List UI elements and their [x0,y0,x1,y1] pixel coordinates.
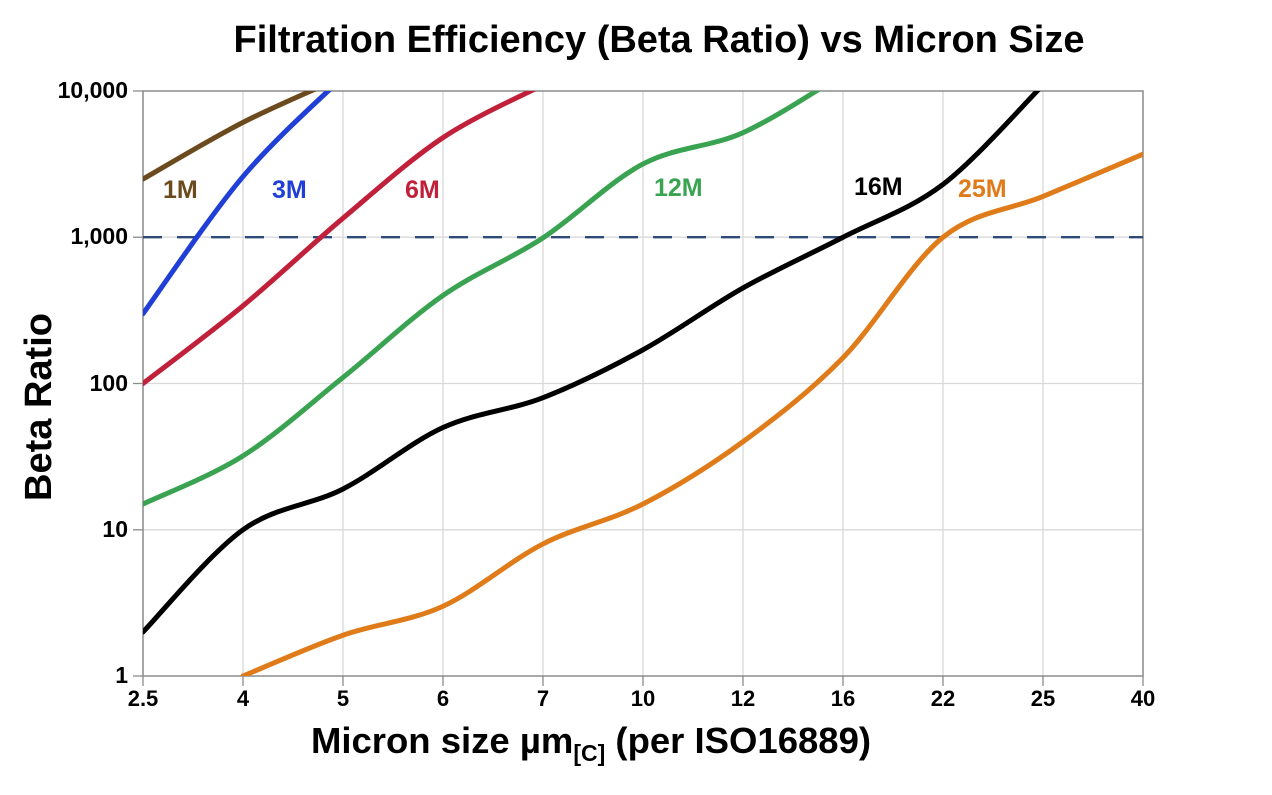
svg-text:Filtration Efficiency (Beta Ra: Filtration Efficiency (Beta Ratio) vs Mi… [234,19,1085,61]
svg-text:10: 10 [631,686,655,711]
svg-text:1: 1 [115,662,128,688]
svg-text:1M: 1M [163,176,198,204]
svg-text:6: 6 [437,686,449,711]
svg-text:1,000: 1,000 [70,223,128,249]
svg-text:10,000: 10,000 [58,77,128,103]
svg-text:Beta Ratio: Beta Ratio [18,313,60,501]
svg-text:22: 22 [931,686,955,711]
svg-text:25M: 25M [958,175,1007,203]
svg-text:7: 7 [537,686,549,711]
svg-text:16: 16 [831,686,855,711]
svg-text:25: 25 [1031,686,1055,711]
svg-text:100: 100 [90,370,128,396]
svg-text:40: 40 [1131,686,1155,711]
svg-text:5: 5 [337,686,349,711]
svg-text:4: 4 [237,686,250,711]
svg-text:16M: 16M [854,173,903,201]
svg-text:10: 10 [102,516,128,542]
svg-text:6M: 6M [405,176,440,204]
svg-text:2.5: 2.5 [128,686,159,711]
svg-text:12: 12 [731,686,755,711]
svg-text:3M: 3M [272,176,307,204]
svg-text:12M: 12M [654,174,703,202]
